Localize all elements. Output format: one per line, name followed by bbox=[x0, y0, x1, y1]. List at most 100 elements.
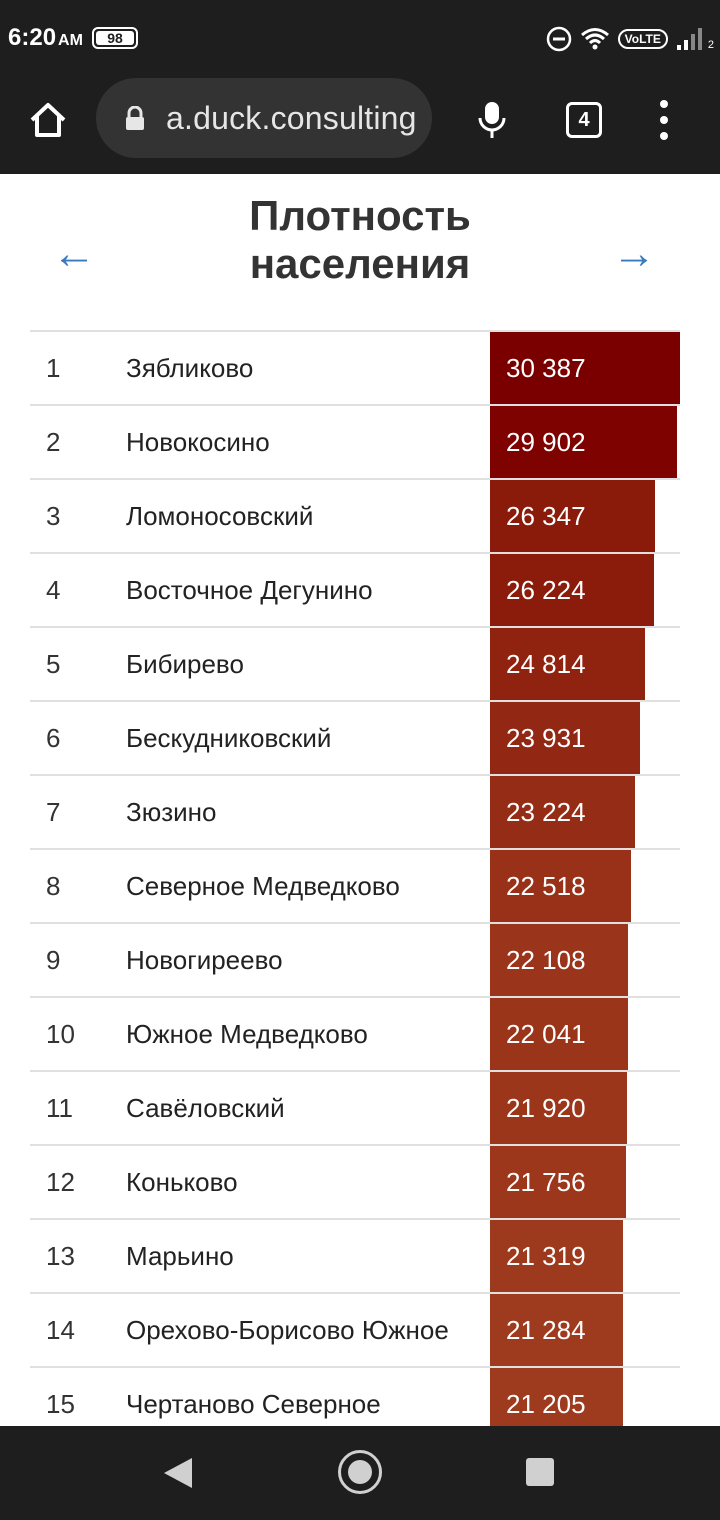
density-value: 29 902 bbox=[506, 427, 586, 457]
district-name: Савёловский bbox=[126, 1093, 285, 1123]
district-name: Марьино bbox=[126, 1241, 234, 1271]
density-bar bbox=[490, 776, 635, 848]
battery-level: 98 bbox=[96, 31, 134, 46]
table-row: 10 Южное Медведково 22 041 bbox=[30, 996, 680, 1070]
density-value: 21 205 bbox=[506, 1389, 586, 1419]
row-rank: 1 bbox=[46, 353, 61, 383]
row-rank: 3 bbox=[46, 501, 61, 531]
density-value: 21 756 bbox=[506, 1167, 586, 1197]
row-rank: 5 bbox=[46, 649, 61, 679]
table-row: 5 Бибирево 24 814 bbox=[30, 626, 680, 700]
density-value: 23 224 bbox=[506, 797, 586, 827]
density-bar bbox=[490, 924, 628, 996]
row-rank: 13 bbox=[46, 1241, 75, 1271]
menu-dot bbox=[660, 116, 668, 124]
district-name: Новокосино bbox=[126, 427, 270, 457]
district-name: Восточное Дегунино bbox=[126, 575, 373, 605]
clock-ampm: AM bbox=[58, 32, 83, 49]
page-title-line1: Плотность bbox=[249, 192, 471, 239]
table-row: 1 Зябликово 30 387 bbox=[30, 330, 680, 404]
density-value: 24 814 bbox=[506, 649, 586, 679]
district-name: Коньково bbox=[126, 1167, 238, 1197]
density-value: 26 347 bbox=[506, 501, 586, 531]
status-bar: 6:20 AM 98 VoLTE 2 bbox=[0, 0, 720, 78]
browser-toolbar: a.duck.consulting 4 bbox=[0, 78, 720, 174]
density-bar bbox=[490, 406, 677, 478]
district-name: Чертаново Северное bbox=[126, 1389, 381, 1419]
density-bar bbox=[490, 480, 655, 552]
more-menu-button[interactable] bbox=[648, 96, 680, 144]
table-row: 8 Северное Медведково 22 518 bbox=[30, 848, 680, 922]
row-rank: 11 bbox=[46, 1093, 73, 1123]
microphone-icon bbox=[478, 102, 506, 138]
density-bar bbox=[490, 1368, 623, 1426]
do-not-disturb-icon bbox=[546, 26, 571, 52]
previous-arrow[interactable]: ← bbox=[52, 229, 96, 278]
url-text: a.duck.consulting bbox=[166, 100, 417, 136]
district-name: Бескудниковский bbox=[126, 723, 332, 753]
density-value: 23 931 bbox=[506, 723, 586, 753]
recent-apps-icon[interactable] bbox=[526, 1458, 554, 1486]
density-value: 21 920 bbox=[506, 1093, 586, 1123]
district-name: Зябликово bbox=[126, 353, 254, 383]
battery-icon: 98 bbox=[92, 27, 138, 49]
home-nav-icon[interactable] bbox=[338, 1450, 382, 1494]
density-value: 22 518 bbox=[506, 871, 586, 901]
density-value: 26 224 bbox=[506, 575, 586, 605]
density-bar bbox=[490, 628, 645, 700]
home-button[interactable] bbox=[24, 96, 72, 144]
signal-icon bbox=[676, 28, 702, 50]
district-name: Южное Медведково bbox=[126, 1019, 368, 1049]
wifi-icon bbox=[580, 28, 609, 50]
next-arrow[interactable]: → bbox=[612, 229, 656, 278]
row-rank: 10 bbox=[46, 1019, 75, 1049]
density-bar bbox=[490, 1072, 627, 1144]
row-rank: 9 bbox=[46, 945, 61, 975]
district-name: Северное Медведково bbox=[126, 871, 400, 901]
density-value: 21 284 bbox=[506, 1315, 586, 1345]
density-bar bbox=[490, 332, 680, 404]
clock-time: 6:20 bbox=[8, 24, 57, 51]
address-bar[interactable]: a.duck.consulting bbox=[96, 78, 432, 158]
table-row: 15 Чертаново Северное 21 205 bbox=[30, 1366, 680, 1426]
table-row: 4 Восточное Дегунино 26 224 bbox=[30, 552, 680, 626]
density-value: 22 108 bbox=[506, 945, 586, 975]
density-value: 22 041 bbox=[506, 1019, 586, 1049]
district-name: Зюзино bbox=[126, 797, 217, 827]
tab-switcher-button[interactable]: 4 bbox=[566, 102, 602, 138]
row-rank: 2 bbox=[46, 427, 61, 457]
district-name: Орехово-Борисово Южное bbox=[126, 1315, 449, 1345]
table-row: 3 Ломоносовский 26 347 bbox=[30, 478, 680, 552]
density-bar bbox=[490, 1220, 623, 1292]
row-rank: 6 bbox=[46, 723, 61, 753]
district-name: Новогиреево bbox=[126, 945, 283, 975]
density-value: 30 387 bbox=[506, 353, 586, 383]
page-title-line2: населения bbox=[249, 240, 471, 287]
status-time: 6:20 AM bbox=[8, 24, 83, 52]
table-row: 6 Бескудниковский 23 931 bbox=[30, 700, 680, 774]
menu-dot bbox=[660, 132, 668, 140]
table-row: 11 Савёловский 21 920 bbox=[30, 1070, 680, 1144]
row-rank: 4 bbox=[46, 575, 61, 605]
district-name: Ломоносовский bbox=[126, 501, 314, 531]
row-rank: 8 bbox=[46, 871, 61, 901]
density-bar bbox=[490, 850, 631, 922]
density-table: 1 Зябликово 30 387 2 Новокосино 29 902 3 Ломоно… bbox=[30, 330, 680, 1426]
table-row: 13 Марьино 21 319 bbox=[30, 1218, 680, 1292]
voice-search-button[interactable] bbox=[468, 96, 516, 144]
density-bar bbox=[490, 1146, 626, 1218]
row-rank: 7 bbox=[46, 797, 61, 827]
back-icon[interactable] bbox=[162, 1456, 194, 1490]
signal-sim-index: 2 bbox=[707, 39, 714, 51]
density-bar bbox=[490, 702, 640, 774]
home-icon bbox=[30, 103, 66, 137]
web-page: ← Плотность населения → 1 Зябликово 30 387… bbox=[0, 174, 720, 1426]
row-rank: 12 bbox=[46, 1167, 75, 1197]
row-rank: 15 bbox=[46, 1389, 75, 1419]
table-row: 2 Новокосино 29 902 bbox=[30, 404, 680, 478]
district-name: Бибирево bbox=[126, 649, 244, 679]
volte-badge: VoLTE bbox=[617, 29, 668, 49]
table-row: 14 Орехово-Борисово Южное 21 284 bbox=[30, 1292, 680, 1366]
page-title: Плотность населения bbox=[200, 192, 520, 288]
lock-icon bbox=[126, 106, 144, 130]
